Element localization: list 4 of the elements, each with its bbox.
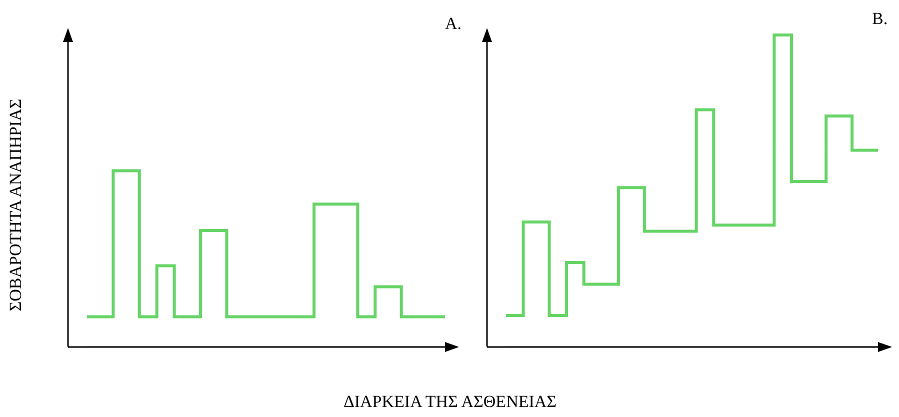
y-axis-title: ΣΟΒΑΡΟΤΗΤΑ ΑΝΑΠΗΡΙΑΣ	[6, 98, 26, 312]
chart-title: A.	[445, 14, 462, 34]
chart-title: B.	[872, 9, 888, 29]
x-axis-title: ΔΙΑΡΚΕΙΑ ΤΗΣ ΑΣΘΕΝΕΙΑΣ	[343, 392, 557, 412]
